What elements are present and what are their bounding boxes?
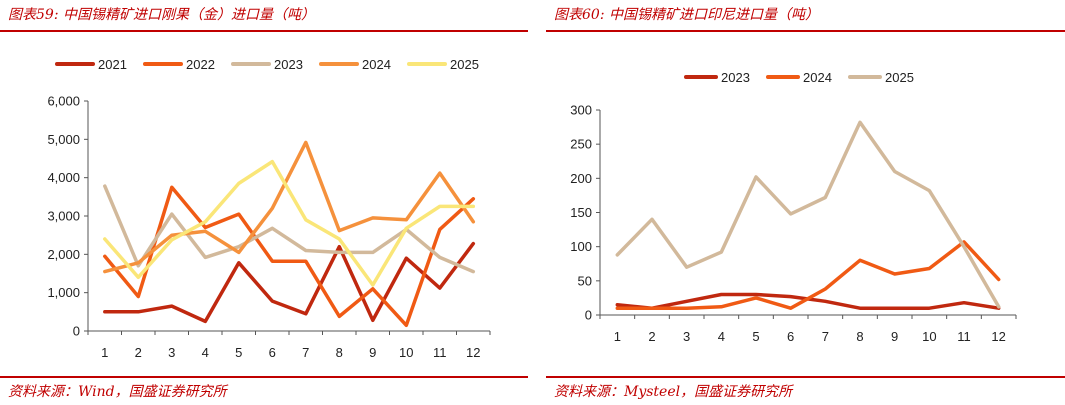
- legend-label-2024: 2024: [803, 70, 832, 85]
- x-tick-label: 1: [614, 329, 621, 344]
- x-tick-label: 6: [787, 329, 794, 344]
- chart-title: 图表59: 中国锡精矿进口刚果（金）进口量（吨）: [8, 7, 315, 23]
- x-tick-label: 9: [369, 345, 376, 360]
- x-tick-label: 7: [822, 329, 829, 344]
- x-tick-label: 12: [466, 345, 480, 360]
- y-tick-label: 100: [570, 239, 592, 254]
- y-tick-label: 4,000: [47, 170, 80, 185]
- legend-label-2024: 2024: [362, 57, 391, 72]
- chart-title: 图表60: 中国锡精矿进口印尼进口量（吨）: [554, 7, 819, 23]
- x-tick-label: 11: [957, 329, 971, 344]
- y-tick-label: 5,000: [47, 132, 80, 147]
- x-tick-label: 4: [718, 329, 725, 344]
- series-line-2024: [615, 240, 1001, 310]
- legend-label-2025: 2025: [450, 57, 479, 72]
- x-tick-label: 10: [922, 329, 936, 344]
- x-tick-label: 5: [235, 345, 242, 360]
- source-divider: [0, 376, 528, 378]
- legend-label-2022: 2022: [186, 57, 215, 72]
- y-tick-label: 200: [570, 171, 592, 186]
- y-tick-label: 3,000: [47, 209, 80, 224]
- title-divider: [0, 30, 528, 32]
- chart-panel-right: 图表60: 中国锡精矿进口印尼进口量（吨） 0 50 100 150 200 250 300…: [546, 0, 1065, 405]
- legend-label-2021: 2021: [98, 57, 127, 72]
- y-tick-label: 50: [578, 273, 592, 288]
- series-line-2025: [615, 120, 1001, 309]
- y-tick-label: 0: [73, 324, 80, 339]
- x-tick-label: 8: [856, 329, 863, 344]
- y-tick-label: 300: [570, 103, 592, 118]
- x-tick-label: 3: [168, 345, 175, 360]
- legend-label-2023: 2023: [721, 70, 750, 85]
- x-tick-label: 3: [683, 329, 690, 344]
- x-tick-label: 12: [991, 329, 1005, 344]
- x-tick-label: 2: [648, 329, 655, 344]
- title-divider: [546, 30, 1065, 32]
- series-line-2023: [103, 184, 476, 274]
- x-tick-label: 6: [269, 345, 276, 360]
- x-tick-label: 11: [433, 345, 447, 360]
- source-note: 资料来源：Wind，国盛证券研究所: [8, 384, 227, 400]
- y-tick-label: 150: [570, 205, 592, 220]
- x-tick-label: 4: [202, 345, 209, 360]
- x-tick-label: 7: [302, 345, 309, 360]
- series-line-2022: [103, 185, 476, 328]
- x-tick-label: 5: [752, 329, 759, 344]
- x-tick-label: 9: [891, 329, 898, 344]
- y-tick-label: 1,000: [47, 285, 80, 300]
- legend-label-2025: 2025: [885, 70, 914, 85]
- y-tick-label: 6,000: [47, 94, 80, 109]
- source-divider: [546, 376, 1065, 378]
- source-note: 资料来源：Mysteel，国盛证券研究所: [554, 384, 793, 400]
- x-tick-label: 1: [101, 345, 108, 360]
- series-line-2024: [103, 140, 476, 274]
- x-tick-label: 2: [135, 345, 142, 360]
- y-tick-label: 250: [570, 137, 592, 152]
- y-tick-label: 0: [585, 308, 592, 323]
- chart-panel-left: 图表59: 中国锡精矿进口刚果（金）进口量（吨） 0 1,000 2,000 3,00…: [0, 0, 528, 405]
- x-tick-label: 8: [336, 345, 343, 360]
- legend-label-2023: 2023: [274, 57, 303, 72]
- y-tick-label: 2,000: [47, 247, 80, 262]
- series-line-2023: [615, 292, 1001, 310]
- x-tick-label: 10: [399, 345, 413, 360]
- series-line-2021: [103, 241, 476, 324]
- series-line-2025: [103, 159, 476, 287]
